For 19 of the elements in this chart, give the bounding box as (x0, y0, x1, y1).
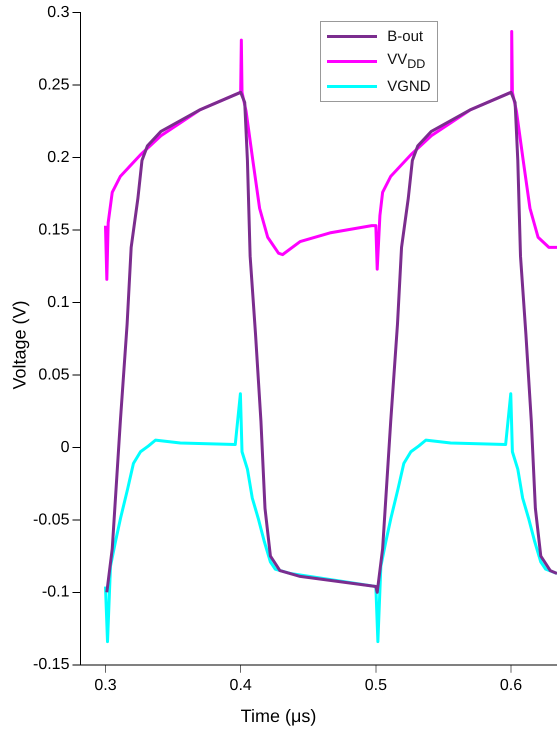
y-tick-label: -0.15 (33, 656, 70, 674)
y-tick-label: 0.3 (47, 4, 70, 22)
legend-label: VV$_{DD}$ (387, 51, 426, 72)
y-tick-label: 0.1 (47, 294, 70, 311)
x-tick-label: 0.6 (500, 676, 522, 694)
y-tick-label: 0.05 (38, 366, 70, 384)
x-tick-label: 0.3 (94, 676, 117, 694)
legend-label: B-out (387, 28, 424, 45)
y-tick-label: -0.05 (33, 511, 70, 528)
legend-label: VGND (387, 78, 431, 95)
x-tick-label: 0.4 (230, 676, 252, 694)
x-tick-label: 0.5 (364, 676, 388, 694)
x-axis-title: Time (μs) (240, 706, 318, 727)
y-tick-label: 0.15 (38, 221, 70, 238)
y-axis-title: Voltage (V) (10, 300, 30, 390)
y-tick-label: 0 (60, 438, 70, 456)
y-tick-label: -0.1 (42, 584, 70, 601)
y-tick-label: 0.25 (38, 76, 70, 94)
y-tick-label: 0.2 (47, 148, 70, 166)
